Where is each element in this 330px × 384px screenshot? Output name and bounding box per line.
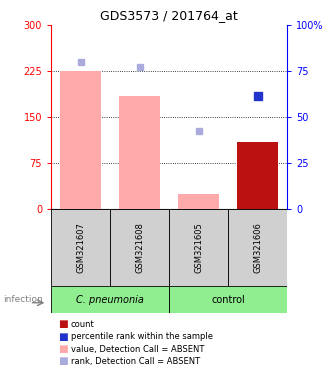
Bar — [51, 209, 110, 286]
Text: percentile rank within the sample: percentile rank within the sample — [71, 332, 213, 341]
Bar — [60, 71, 101, 209]
Bar — [169, 286, 287, 313]
Text: control: control — [211, 295, 245, 305]
Text: ■: ■ — [58, 332, 68, 342]
Text: ■: ■ — [58, 319, 68, 329]
Bar — [237, 142, 278, 209]
Text: value, Detection Call = ABSENT: value, Detection Call = ABSENT — [71, 344, 204, 354]
Title: GDS3573 / 201764_at: GDS3573 / 201764_at — [100, 9, 238, 22]
Text: ■: ■ — [58, 344, 68, 354]
Text: GSM321606: GSM321606 — [253, 222, 262, 273]
Bar — [110, 209, 169, 286]
Text: rank, Detection Call = ABSENT: rank, Detection Call = ABSENT — [71, 357, 200, 366]
Bar — [228, 209, 287, 286]
Text: ■: ■ — [58, 356, 68, 366]
Text: C. pneumonia: C. pneumonia — [76, 295, 144, 305]
Text: GSM321608: GSM321608 — [135, 222, 144, 273]
Text: count: count — [71, 320, 95, 329]
Text: infection: infection — [3, 295, 43, 304]
Bar — [178, 194, 219, 209]
Bar — [119, 96, 160, 209]
Text: GSM321607: GSM321607 — [76, 222, 85, 273]
Bar — [51, 286, 169, 313]
Text: GSM321605: GSM321605 — [194, 222, 203, 273]
Bar — [169, 209, 228, 286]
